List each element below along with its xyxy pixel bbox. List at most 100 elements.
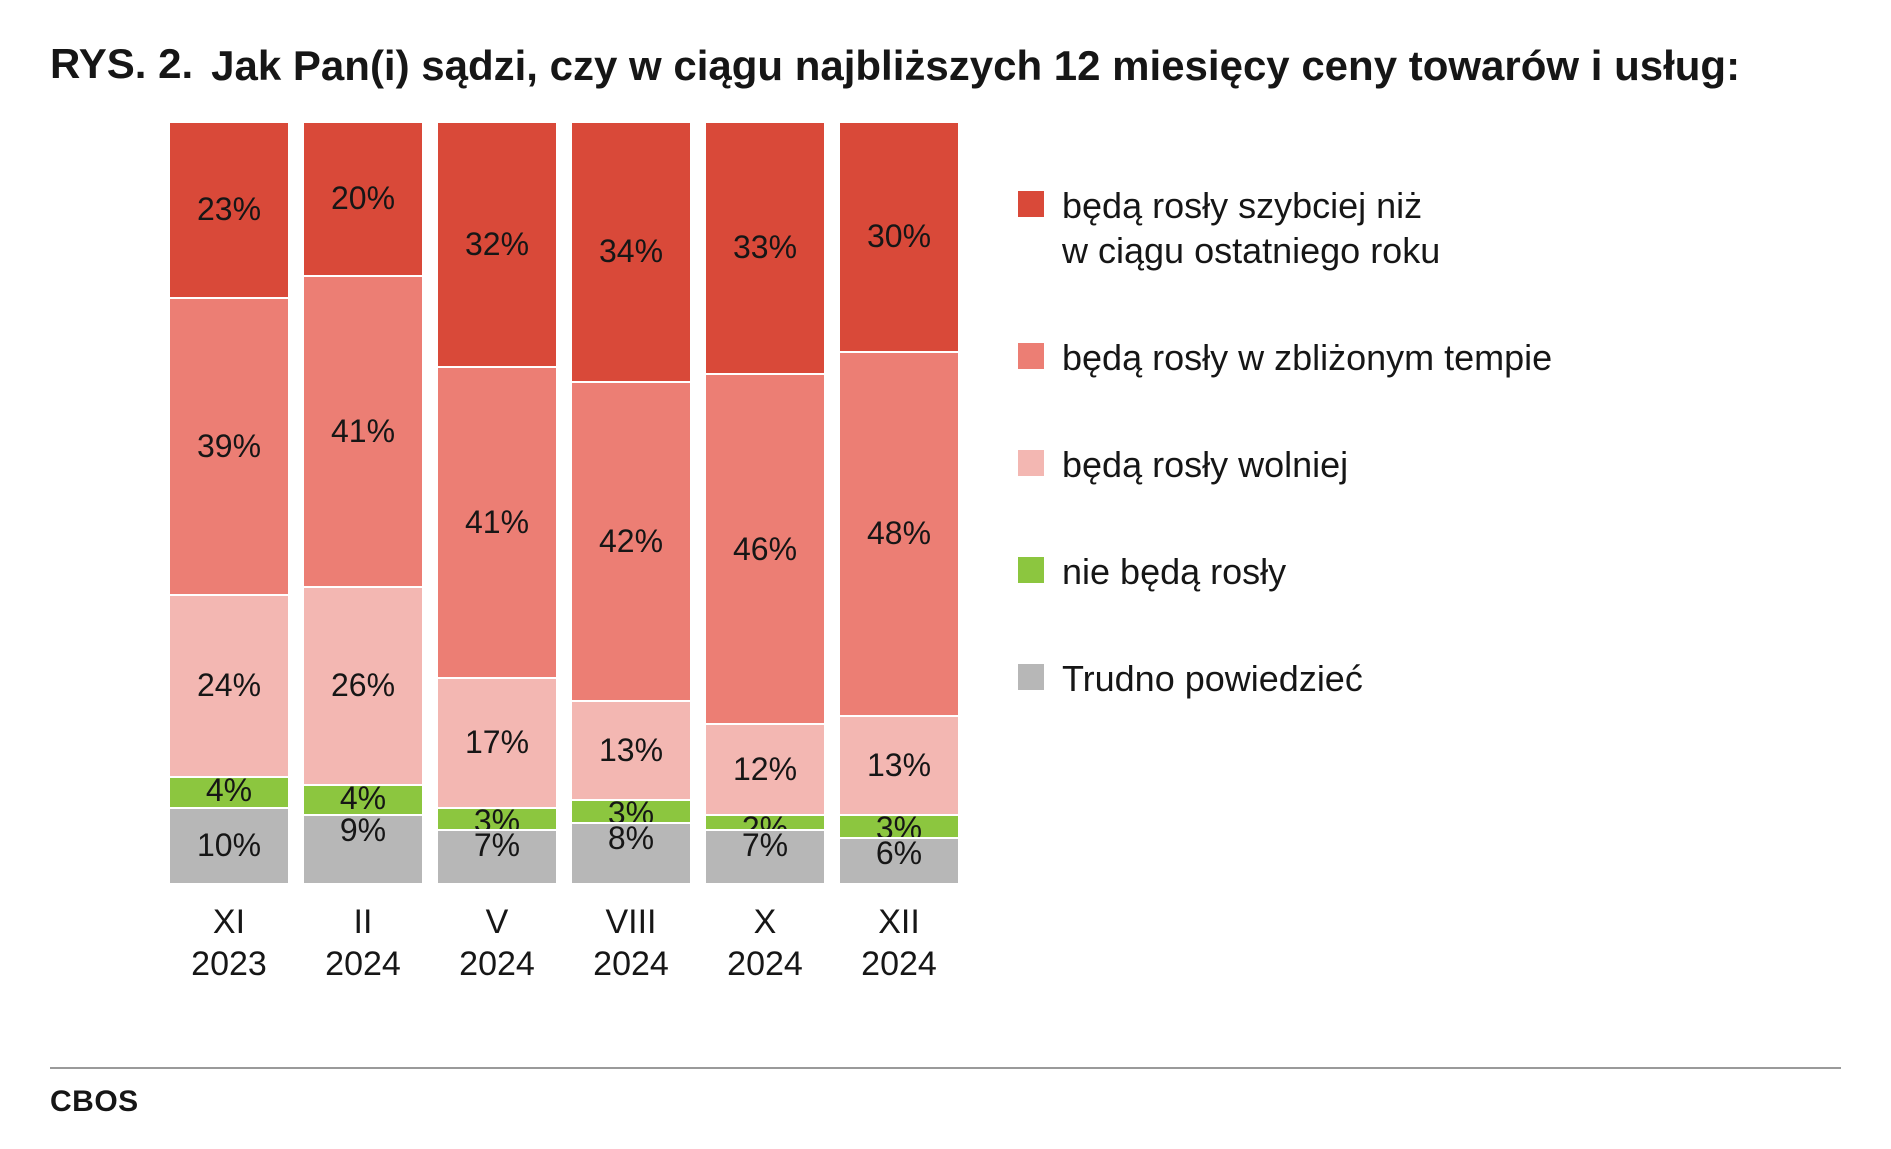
bar-segment-similar: 46% — [706, 373, 824, 723]
chart-page: RYS. 2. Jak Pan(i) sądzi, czy w ciągu na… — [0, 0, 1891, 1149]
segment-value-label: 46% — [733, 531, 797, 568]
bar-column: 20% 41% 26% 4%9% II2024 — [304, 123, 422, 986]
legend-item: będą rosły w zbliżonym tempie — [1018, 335, 1552, 380]
x-axis-year: 2024 — [861, 943, 937, 986]
legend-label: będą rosły wolniej — [1062, 442, 1348, 487]
x-axis-year: 2024 — [325, 943, 401, 986]
chart-question: Jak Pan(i) sądzi, czy w ciągu najbliższy… — [211, 40, 1740, 93]
segment-value-label: 32% — [465, 226, 529, 263]
x-axis-label: X2024 — [727, 901, 803, 986]
figure-number: RYS. 2. — [50, 40, 193, 88]
chart-title-row: RYS. 2. Jak Pan(i) sądzi, czy w ciągu na… — [50, 40, 1841, 93]
legend-swatch — [1018, 450, 1044, 476]
stacked-bar: 20% 41% 26% 4%9% — [304, 123, 422, 883]
legend-item: będą rosły szybciej niż w ciągu ostatnie… — [1018, 183, 1552, 273]
x-axis-label: XI2023 — [191, 901, 267, 986]
bar-segment-dk: 7% — [438, 829, 556, 882]
x-axis-year: 2023 — [191, 943, 267, 986]
segment-value-label: 13% — [867, 747, 931, 784]
bar-segment-similar: 48% — [840, 351, 958, 716]
legend-label: nie będą rosły — [1062, 549, 1286, 594]
segment-value-label: 20% — [331, 180, 395, 217]
stacked-bar: 30%48%13%3%6% — [840, 123, 958, 883]
legend-swatch — [1018, 343, 1044, 369]
x-axis-month: XI — [191, 901, 267, 944]
bar-segment-faster: 34% — [572, 123, 690, 381]
segment-value-label: 33% — [733, 229, 797, 266]
stacked-bar: 34% 42% 13% 3%8% — [572, 123, 690, 883]
bar-segment-slower: 26% — [304, 586, 422, 784]
legend-label: Trudno powiedzieć — [1062, 656, 1363, 701]
segment-value-label: 30% — [867, 218, 931, 255]
x-axis-year: 2024 — [727, 943, 803, 986]
x-axis-label: XII2024 — [861, 901, 937, 986]
segment-value-label: 4% — [206, 772, 252, 809]
segment-value-label: 26% — [331, 667, 395, 704]
bar-segment-dk: 8% — [572, 822, 690, 883]
x-axis-month: II — [325, 901, 401, 944]
bar-segment-faster: 33% — [706, 123, 824, 374]
segment-value-label: 24% — [197, 667, 261, 704]
x-axis-month: VIII — [593, 901, 669, 944]
chart-area: 23%39%24%4%10%XI202320%41%26%4%9%II20243… — [50, 123, 1841, 986]
segment-value-label: 9% — [340, 812, 386, 849]
bar-segment-similar: 42% — [572, 381, 690, 700]
stacked-bar: 23% 39% 24% 4% 10% — [170, 123, 288, 883]
bar-segment-similar: 41% — [438, 366, 556, 678]
segment-value-label: 23% — [197, 191, 261, 228]
bar-segment-faster: 30% — [840, 123, 958, 351]
source-label: CBOS — [50, 1085, 139, 1119]
legend-swatch — [1018, 664, 1044, 690]
bar-segment-none: 4% — [170, 776, 288, 806]
bar-segment-slower: 24% — [170, 594, 288, 776]
x-axis-year: 2024 — [593, 943, 669, 986]
bar-segment-similar: 39% — [170, 297, 288, 593]
stacked-bar: 32%41%17%3%7% — [438, 123, 556, 883]
stacked-bar: 33%46%12%2%7% — [706, 123, 824, 883]
bar-segment-slower: 12% — [706, 723, 824, 814]
segment-value-label: 8% — [608, 820, 654, 857]
segment-value-label: 17% — [465, 724, 529, 761]
legend-label: będą rosły w zbliżonym tempie — [1062, 335, 1552, 380]
legend-label: będą rosły szybciej niż w ciągu ostatnie… — [1062, 183, 1440, 273]
segment-value-label: 34% — [599, 233, 663, 270]
segment-value-label: 13% — [599, 732, 663, 769]
bar-segment-dk: 9% — [304, 814, 422, 882]
x-axis-year: 2024 — [459, 943, 535, 986]
bar-segment-dk: 10% — [170, 807, 288, 883]
bar-column: 33%46%12%2%7%X2024 — [706, 123, 824, 986]
bar-column: 30%48%13%3%6%XII2024 — [840, 123, 958, 986]
legend-item: nie będą rosły — [1018, 549, 1552, 594]
x-axis-label: V2024 — [459, 901, 535, 986]
segment-value-label: 7% — [742, 827, 788, 864]
legend-swatch — [1018, 191, 1044, 217]
segment-value-label: 7% — [474, 827, 520, 864]
bar-segment-slower: 17% — [438, 677, 556, 806]
segment-value-label: 41% — [331, 413, 395, 450]
x-axis-label: VIII2024 — [593, 901, 669, 986]
bar-column: 32%41%17%3%7%V2024 — [438, 123, 556, 986]
bar-segment-faster: 32% — [438, 123, 556, 366]
segment-value-label: 10% — [197, 827, 261, 864]
bar-segment-dk: 6% — [840, 837, 958, 883]
segment-value-label: 12% — [733, 751, 797, 788]
segment-value-label: 41% — [465, 504, 529, 541]
bars-container: 23%39%24%4%10%XI202320%41%26%4%9%II20243… — [170, 123, 958, 986]
segment-value-label: 39% — [197, 428, 261, 465]
x-axis-month: XII — [861, 901, 937, 944]
legend-item: będą rosły wolniej — [1018, 442, 1552, 487]
legend-swatch — [1018, 557, 1044, 583]
bar-segment-slower: 13% — [572, 700, 690, 799]
x-axis-label: II2024 — [325, 901, 401, 986]
x-axis-month: X — [727, 901, 803, 944]
bar-column: 34% 42% 13% 3%8% VIII2024 — [572, 123, 690, 986]
bar-segment-dk: 7% — [706, 829, 824, 882]
bar-segment-slower: 13% — [840, 715, 958, 814]
legend: będą rosły szybciej niż w ciągu ostatnie… — [1018, 123, 1552, 701]
bar-segment-faster: 23% — [170, 123, 288, 298]
bar-segment-none: 3% — [572, 799, 690, 822]
segment-value-label: 42% — [599, 523, 663, 560]
bar-segment-none: 4% — [304, 784, 422, 814]
bar-column: 23% 39% 24% 4% 10% XI2023 — [170, 123, 288, 986]
footer-divider — [50, 1067, 1841, 1069]
